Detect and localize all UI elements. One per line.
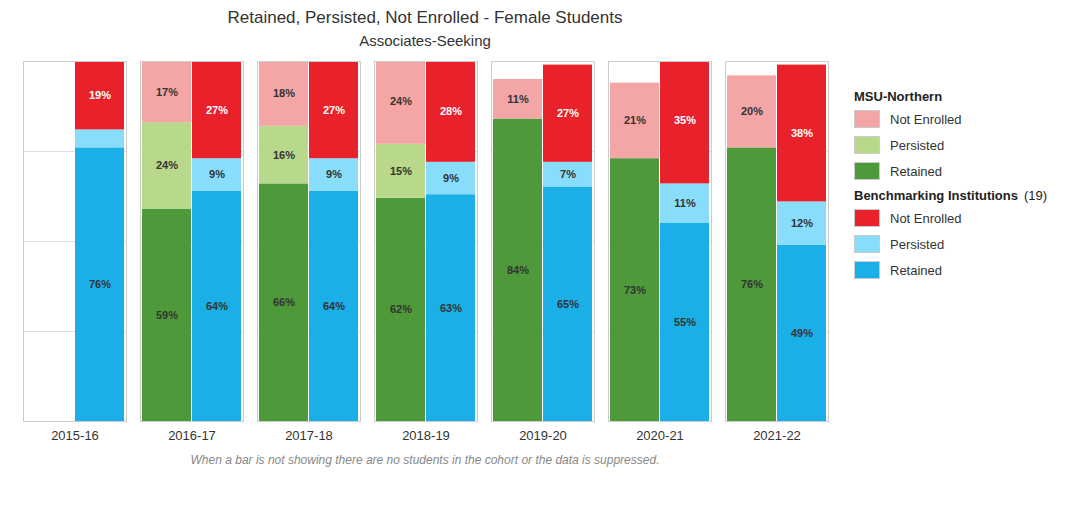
- svg-text:21%: 21%: [624, 114, 646, 126]
- html-text:Associates-Seeking: Associates-Seeking: [359, 32, 491, 49]
- svg-text:65%: 65%: [557, 298, 579, 310]
- svg-text:12%: 12%: [791, 217, 813, 229]
- svg-text:11%: 11%: [674, 197, 696, 209]
- svg-text:38%: 38%: [791, 127, 813, 139]
- svg-text:11%: 11%: [507, 93, 529, 105]
- svg-text:17%: 17%: [156, 86, 178, 98]
- svg-text:2018-19: 2018-19: [402, 428, 450, 443]
- svg-text:59%: 59%: [156, 309, 178, 321]
- html-text:Persisted: Persisted: [890, 236, 945, 252]
- svg-text:18%: 18%: [273, 87, 295, 99]
- svg-text:16%: 16%: [273, 149, 295, 161]
- svg-text:7%: 7%: [560, 168, 576, 180]
- svg-text:35%: 35%: [674, 114, 696, 126]
- html-text:Not Enrolled: Not Enrolled: [890, 210, 962, 226]
- html-text:Not Enrolled: Not Enrolled: [890, 111, 962, 127]
- svg-text:2015-16: 2015-16: [51, 428, 99, 443]
- html-text:(19): (19): [1024, 188, 1048, 203]
- svg-text:63%: 63%: [440, 302, 462, 314]
- html-text:Retained, Persisted, Not Enrol: Retained, Persisted, Not Enrolled - Fema…: [227, 8, 623, 27]
- svg-text:15%: 15%: [390, 165, 412, 177]
- html-text:Retained: Retained: [890, 163, 942, 179]
- svg-text:66%: 66%: [273, 296, 295, 308]
- svg-text:62%: 62%: [390, 303, 412, 315]
- html-text:MSU-Northern: MSU-Northern: [854, 89, 943, 104]
- svg-text:2019-20: 2019-20: [519, 428, 567, 443]
- svg-text:55%: 55%: [674, 316, 696, 328]
- svg-text:76%: 76%: [89, 278, 111, 290]
- svg-text:9%: 9%: [443, 172, 459, 184]
- html-text:When a bar is not showing ther: When a bar is not showing there are no s…: [190, 453, 660, 467]
- svg-text:27%: 27%: [323, 104, 345, 116]
- html-text:Retained: Retained: [890, 262, 942, 278]
- svg-text:24%: 24%: [390, 95, 412, 107]
- svg-text:73%: 73%: [624, 284, 646, 296]
- svg-text:9%: 9%: [209, 168, 225, 180]
- html-text:Persisted: Persisted: [890, 137, 945, 153]
- html-text:Benchmarking Institutions: Benchmarking Institutions: [854, 188, 1018, 203]
- svg-text:84%: 84%: [507, 264, 529, 276]
- svg-text:64%: 64%: [206, 300, 228, 312]
- svg-text:24%: 24%: [156, 159, 178, 171]
- svg-text:28%: 28%: [440, 105, 462, 117]
- svg-text:76%: 76%: [741, 278, 763, 290]
- svg-text:27%: 27%: [557, 107, 579, 119]
- svg-text:2016-17: 2016-17: [168, 428, 216, 443]
- svg-text:19%: 19%: [89, 89, 111, 101]
- svg-text:64%: 64%: [323, 300, 345, 312]
- svg-text:20%: 20%: [741, 105, 763, 117]
- svg-text:49%: 49%: [791, 327, 813, 339]
- svg-text:27%: 27%: [206, 104, 228, 116]
- svg-text:2021-22: 2021-22: [753, 428, 801, 443]
- svg-text:2020-21: 2020-21: [636, 428, 684, 443]
- svg-text:9%: 9%: [326, 168, 342, 180]
- svg-text:2017-18: 2017-18: [285, 428, 333, 443]
